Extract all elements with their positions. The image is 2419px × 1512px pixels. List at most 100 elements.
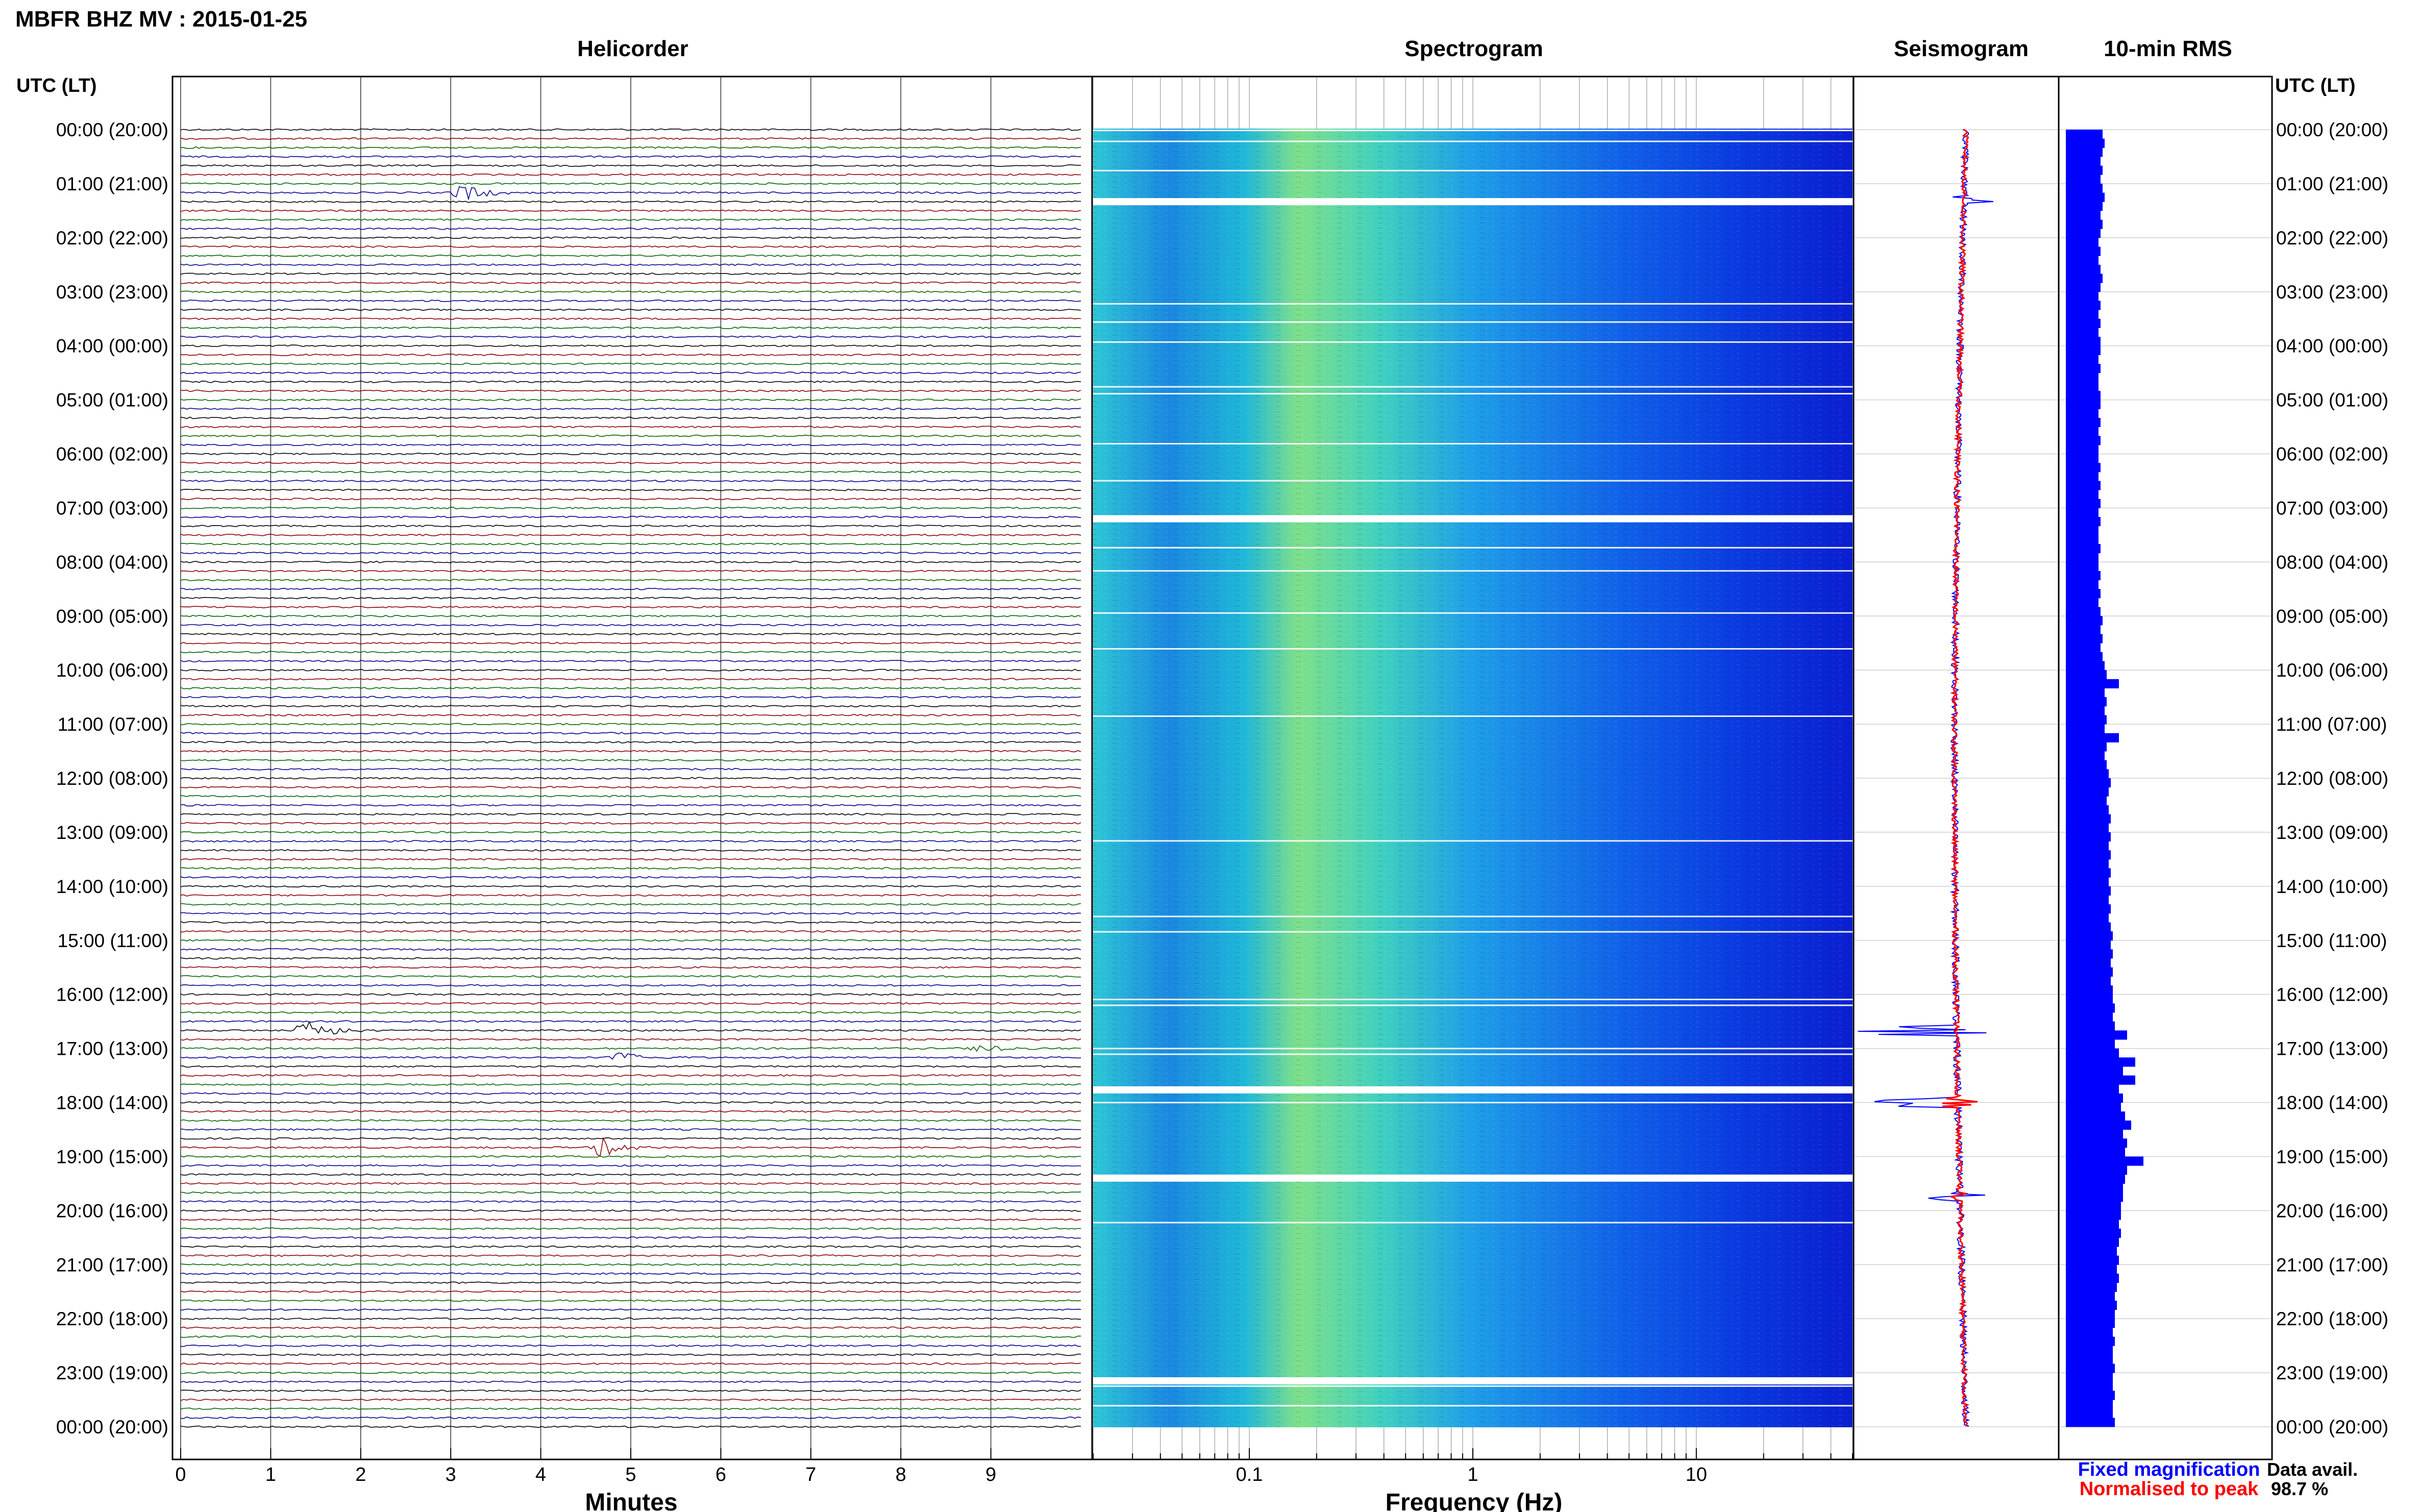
rms-bar (2066, 850, 2111, 860)
helicorder-trace (180, 453, 1081, 455)
helicorder-trace (180, 209, 1081, 212)
helicorder-trace (180, 569, 1081, 573)
rms-bar (2066, 156, 2101, 166)
minute-tick-label: 5 (625, 1464, 636, 1485)
helicorder-trace (180, 939, 1081, 942)
helicorder-trace (180, 1083, 1081, 1086)
helicorder-trace (180, 804, 1081, 807)
panel-title-spectrogram: Spectrogram (1404, 36, 1543, 61)
minute-tick-label: 8 (896, 1464, 906, 1485)
spectrogram-gap (1093, 443, 1853, 445)
time-label: 01:00 (21:00) (56, 173, 168, 194)
rms-bar (2066, 1391, 2115, 1400)
helicorder-trace (180, 713, 1081, 716)
spectrogram-gap (1093, 1174, 1853, 1182)
rms-bar (2066, 481, 2101, 490)
spectrogram-gap (1093, 1053, 1853, 1055)
rms-bar (2066, 688, 2105, 698)
helicorder-trace (180, 1245, 1081, 1248)
spectrogram-gap (1093, 999, 1853, 1001)
helicorder-trace (180, 858, 1081, 861)
spectrogram-gap (1093, 321, 1853, 323)
helicorder-trace (180, 740, 1081, 743)
helicorder-trace (180, 786, 1081, 789)
minute-tick-label: 0 (175, 1464, 186, 1485)
helicorder-trace (180, 705, 1081, 708)
helicorder-trace (180, 1227, 1081, 1230)
time-label: 17:00 (13:00) (2276, 1038, 2388, 1059)
rms-bar (2066, 1364, 2115, 1373)
rms-bar (2066, 1300, 2117, 1310)
helicorder-trace (180, 1200, 1081, 1203)
spectrogram-gap (1093, 612, 1853, 614)
spectrogram-gap (1093, 130, 1853, 132)
time-label: 08:00 (04:00) (2276, 552, 2388, 573)
helicorder-traces (180, 128, 1081, 1428)
helicorder-trace (180, 813, 1081, 816)
helicorder-trace (180, 1236, 1081, 1239)
rms-bar (2066, 967, 2113, 977)
helicorder-trace (180, 1045, 1081, 1052)
time-label: 02:00 (22:00) (2276, 228, 2388, 249)
helicorder-trace (180, 1011, 1081, 1014)
helicorder-trace (180, 380, 1081, 383)
helicorder-trace (180, 1362, 1081, 1365)
helicorder-trace (180, 1065, 1081, 1068)
rms-bar (2066, 1039, 2115, 1049)
helicorder-trace (180, 200, 1081, 203)
rms-bar (2066, 1156, 2143, 1166)
helicorder-trace (180, 696, 1081, 699)
rms-bar (2066, 1282, 2117, 1292)
time-label: 15:00 (11:00) (58, 930, 168, 951)
rms-bar (2066, 237, 2099, 247)
legend-normalised-to-peak: Normalised to peak (2080, 1478, 2259, 1500)
rms-bar (2066, 787, 2109, 797)
seismogram-traces (1858, 129, 1993, 1427)
helicorder-trace (180, 498, 1081, 501)
rms-bar (2066, 291, 2099, 301)
time-label: 02:00 (22:00) (56, 228, 168, 249)
rms-bar (2066, 1066, 2123, 1076)
time-label: 14:00 (10:00) (56, 876, 168, 897)
time-label: 17:00 (13:00) (56, 1038, 168, 1059)
rms-bar (2066, 517, 2101, 527)
rms-bar (2066, 715, 2107, 725)
rms-bar (2066, 886, 2111, 896)
rms-bar (2066, 706, 2105, 715)
rms-bar (2066, 256, 2099, 265)
helicorder-trace (180, 488, 1081, 491)
helicorder-trace (180, 678, 1081, 681)
rms-bar (2066, 832, 2111, 842)
helicorder-trace (180, 434, 1081, 437)
time-labels-right: 00:00 (20:00) 01:00 (21:00) 02:00 (22:00) 0… (2276, 119, 2388, 1437)
helicorder-trace (180, 1218, 1081, 1221)
time-label: 22:00 (18:00) (56, 1308, 168, 1329)
rms-bar (2066, 1111, 2125, 1121)
rms-bar (2066, 1400, 2113, 1409)
time-label: 09:00 (05:00) (2276, 606, 2388, 627)
rms-bar (2066, 859, 2109, 869)
rms-bar (2066, 796, 2107, 806)
helicorder-trace (180, 1398, 1081, 1401)
time-label: 07:00 (03:00) (2276, 498, 2388, 518)
rms-bar (2066, 210, 2101, 220)
time-label: 00:00 (20:00) (2276, 1417, 2388, 1437)
helicorder-trace (180, 1191, 1081, 1194)
rms-bar (2066, 1129, 2123, 1139)
rms-bar (2066, 868, 2111, 878)
rms-bar (2066, 1120, 2131, 1130)
spectrogram-gap (1093, 140, 1853, 142)
time-label: 14:00 (10:00) (2276, 876, 2388, 897)
rms-bar (2066, 1255, 2119, 1265)
helicorder-trace (180, 245, 1081, 248)
helicorder-trace (180, 1389, 1081, 1392)
helicorder-trace (180, 876, 1081, 879)
helicorder-trace (180, 137, 1081, 140)
time-label: 20:00 (16:00) (56, 1200, 168, 1221)
spectrogram-gap (1093, 198, 1853, 206)
helicorder-trace (180, 1101, 1081, 1104)
rms-bar (2066, 1093, 2123, 1103)
time-label: 06:00 (02:00) (2276, 444, 2388, 465)
rms-bar (2066, 1273, 2119, 1283)
time-label: 07:00 (03:00) (56, 498, 168, 518)
